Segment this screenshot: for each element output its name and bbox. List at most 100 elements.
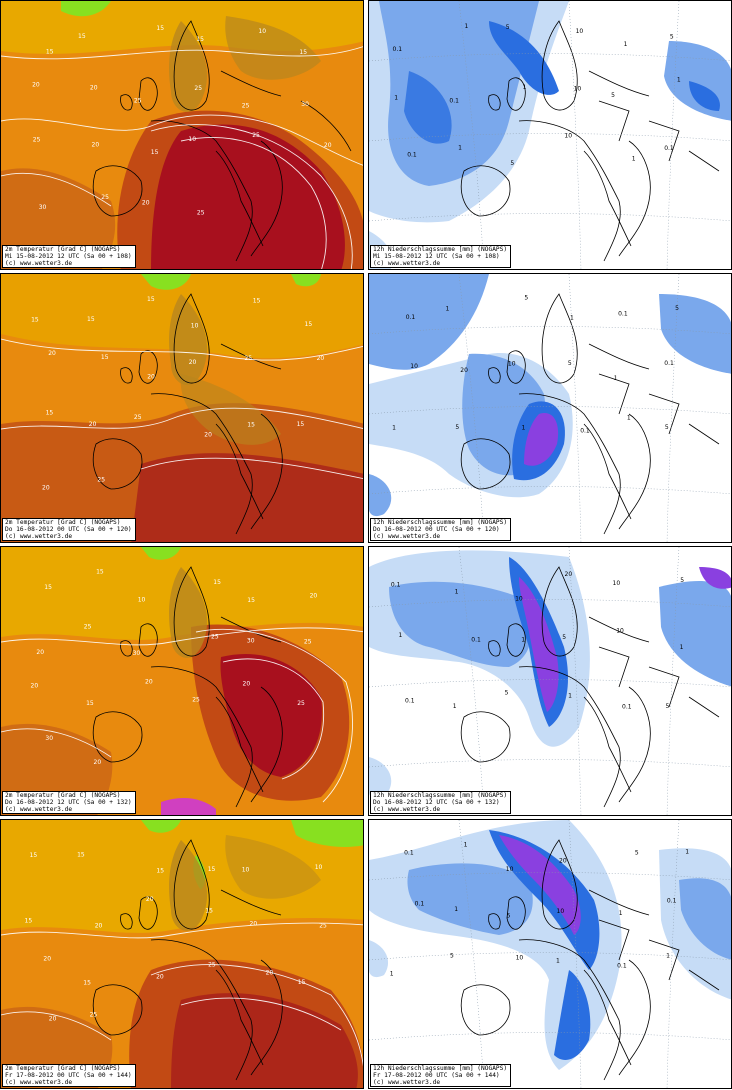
precipitation-map-panel: 0.1 1 10 20 5 1 0.1 1 5 10 1 0.1 1 5 10 1 0.1 1 12h Niede…	[368, 819, 732, 1089]
contour-label: 10	[574, 86, 582, 93]
contour-label: 20	[89, 421, 97, 428]
contour-label: 5	[635, 850, 639, 857]
contour-label: 10	[515, 595, 523, 602]
temperature-map: 15 15 15 10 15 15 20 15 20 20 25 20 15 20 25 20 15 15 20 25	[1, 274, 363, 542]
contour-label: 10	[138, 597, 146, 604]
contour-label: 0.1	[664, 145, 674, 152]
contour-label: 0.1	[393, 46, 403, 53]
contour-label: 20	[49, 1016, 57, 1023]
contour-label: 1	[399, 632, 403, 639]
contour-label: 20	[48, 350, 56, 357]
contour-label: 1	[677, 76, 681, 83]
map-caption: 12h Niederschlagssumme [mm] (NOGAPS) Mi …	[370, 245, 512, 268]
caption-credit: (c) www.wetter3.de	[373, 260, 441, 267]
contour-label: 1	[685, 849, 689, 856]
contour-label: 15	[44, 584, 52, 591]
contour-label: 1	[632, 155, 636, 162]
contour-label: 5	[680, 577, 684, 584]
precipitation-map: 0.1 1 10 20 5 1 0.1 1 5 10 1 0.1 1 5 10 1 0.1 1	[369, 820, 731, 1088]
contour-label: 25	[101, 194, 109, 201]
caption-date: Fr 17-08-2012 00 UTC (Sa 00 + 144)	[373, 1072, 500, 1079]
contour-label: 5	[670, 33, 674, 40]
contour-label: 10	[613, 580, 621, 587]
contour-label: 20	[147, 374, 155, 381]
contour-label: 0.1	[404, 849, 414, 856]
contour-label: 15	[253, 297, 261, 304]
contour-label: 10	[516, 954, 524, 961]
contour-labels: 15 15 15 15 10 15 20 20 25 25 25 30 25 20 15 10 25 20 30 25…	[32, 25, 332, 216]
contour-label: 30	[39, 204, 47, 211]
caption-title: 2m Temperatur [Grad C] (NOGAPS)	[5, 519, 121, 526]
contour-label: 20	[266, 970, 274, 977]
contour-label: 5	[675, 305, 679, 312]
contour-label: 5	[665, 424, 669, 431]
contour-label: 0.1	[618, 311, 628, 318]
contour-label: 10	[191, 323, 199, 330]
contour-label: 25	[242, 102, 250, 109]
contour-label: 5	[562, 634, 566, 641]
contour-labels: 15 15 10 15 15 20 20 25 30 25 30 25 20 15 20 25 20 25 30 20	[31, 569, 318, 766]
contour-label: 15	[147, 296, 155, 303]
caption-credit: (c) www.wetter3.de	[5, 260, 73, 267]
contour-label: 15	[83, 979, 91, 986]
contour-label: 20	[31, 683, 39, 690]
contour-label: 10	[242, 867, 250, 874]
contour-label: 15	[46, 410, 54, 417]
contour-label: 15	[156, 867, 164, 874]
contour-label: 5	[666, 703, 670, 710]
contour-label: 25	[90, 1011, 98, 1018]
contour-label: 20	[204, 431, 212, 438]
contour-label: 20	[310, 593, 318, 600]
contour-label: 15	[46, 49, 54, 56]
temperature-map: 15 15 10 15 15 20 20 25 30 25 30 25 20 15 20 25 20 25 30 20	[1, 547, 363, 815]
contour-label: 5	[568, 360, 572, 367]
contour-label: 25	[134, 98, 142, 105]
contour-label: 5	[611, 92, 615, 99]
contour-label: 20	[145, 679, 153, 686]
contour-label: 10	[508, 360, 516, 367]
map-caption: 12h Niederschlagssumme [mm] (NOGAPS) Do …	[370, 791, 512, 814]
contour-label: 15	[205, 908, 213, 915]
contour-label: 20	[32, 82, 40, 89]
temperature-map-panel: 15 15 10 15 15 20 20 25 30 25 30 25 20 15 20 25 20 25 30 20…	[0, 546, 364, 816]
precipitation-map: 0.1 1 10 20 10 5 1 0.1 1 5 10 1 0.1 1 5 1 0.1 5	[369, 547, 731, 815]
contour-label: 15	[213, 579, 221, 586]
contour-labels: 0.1 1 10 20 5 1 0.1 1 5 10 1 0.1 1 5 10 1 0.1 1	[390, 842, 690, 978]
contour-label: 25	[319, 922, 327, 929]
contour-label: 15	[196, 36, 204, 43]
contour-label: 1	[627, 414, 631, 421]
contour-label: 15	[151, 149, 159, 156]
contour-label: 15	[78, 33, 86, 40]
contour-label: 15	[77, 852, 85, 859]
caption-credit: (c) www.wetter3.de	[5, 1079, 73, 1086]
contour-label: 5	[524, 295, 528, 302]
contour-label: 5	[510, 160, 514, 167]
caption-title: 12h Niederschlagssumme [mm] (NOGAPS)	[373, 246, 508, 253]
contour-label: 0.1	[449, 98, 459, 105]
contour-label: 15	[298, 979, 306, 986]
map-caption: 2m Temperatur [Grad C] (NOGAPS) Do 16-08…	[2, 791, 136, 814]
contour-label: 20	[156, 973, 164, 980]
contour-label: 1	[614, 375, 618, 382]
contour-label: 10	[506, 866, 514, 873]
contour-label: 20	[92, 142, 100, 149]
contour-label: 15	[156, 25, 164, 32]
contour-label: 20	[146, 896, 154, 903]
contour-label: 25	[192, 696, 200, 703]
caption-title: 2m Temperatur [Grad C] (NOGAPS)	[5, 246, 121, 253]
contour-label: 15	[208, 866, 216, 873]
contour-label: 0.1	[667, 898, 677, 905]
contour-label: 15	[96, 569, 104, 576]
contour-label: 1	[464, 842, 468, 849]
contour-label: 10	[410, 363, 418, 370]
contour-label: 15	[101, 354, 109, 361]
contour-label: 20	[317, 355, 325, 362]
contour-label: 20	[142, 199, 150, 206]
precipitation-map: 0.1 1 5 1 0.1 5 10 20 10 5 1 0.1 1 5 1 0.1 1 5	[369, 274, 731, 542]
contour-label: 0.1	[622, 704, 632, 711]
contour-label: 0.1	[580, 427, 590, 434]
contour-label: 10	[576, 28, 584, 35]
contour-label: 15	[247, 421, 255, 428]
